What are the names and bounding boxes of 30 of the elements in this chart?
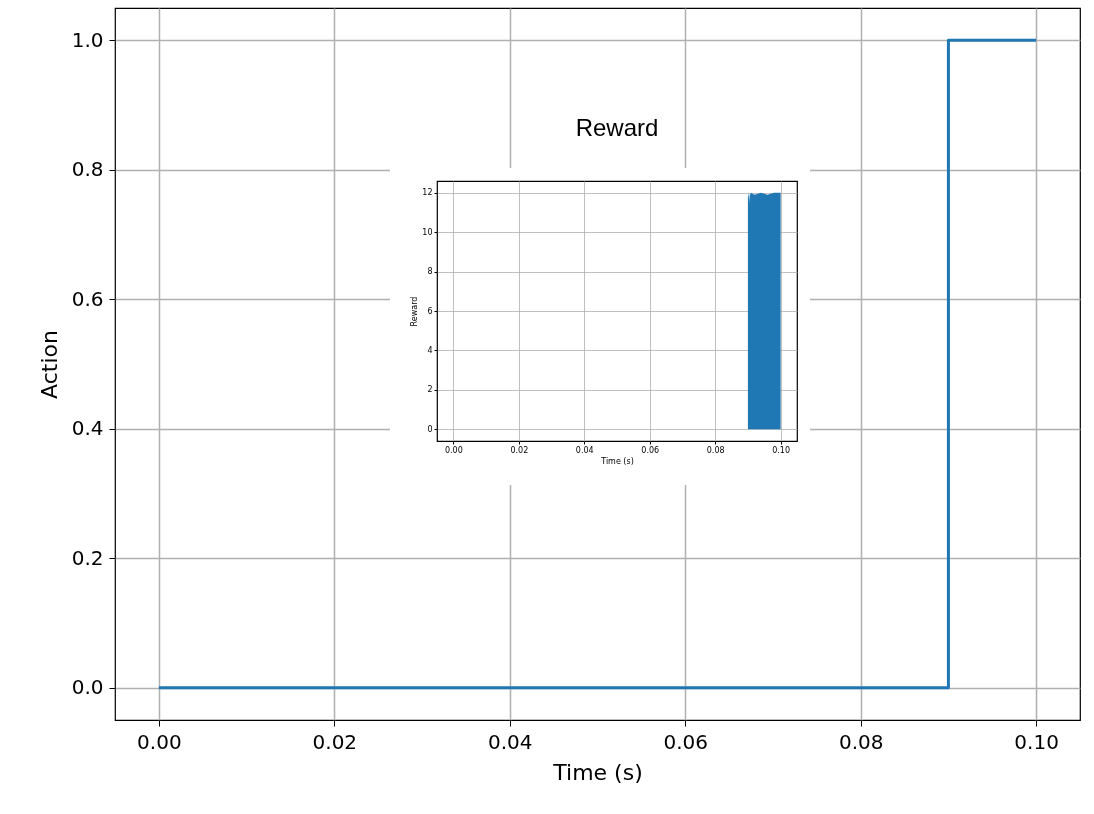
- x-tick-label: 0.04: [575, 445, 594, 455]
- y-tick-label: 4: [427, 345, 433, 355]
- x-tick-label: 0.00: [137, 729, 182, 754]
- y-tick-label: 10: [422, 227, 433, 237]
- y-axis-title: Action: [36, 330, 62, 399]
- x-axis-title: Time (s): [600, 456, 634, 466]
- x-tick-label: 0.06: [663, 729, 708, 754]
- x-tick-label: 0.04: [488, 729, 533, 754]
- x-tick-label: 0.10: [772, 445, 791, 455]
- x-tick-label: 0.02: [510, 445, 529, 455]
- x-tick-label: 0.00: [444, 445, 463, 455]
- x-tick-label: 0.06: [641, 445, 660, 455]
- chart-title: Reward: [575, 114, 659, 141]
- y-tick-label: 0.8: [71, 157, 104, 182]
- y-tick-label: 8: [427, 267, 433, 277]
- y-tick-label: 0.2: [71, 545, 104, 570]
- x-tick-label: 0.08: [838, 729, 884, 754]
- y-tick-label: 0: [427, 424, 433, 434]
- y-tick-label: 0.6: [71, 286, 104, 311]
- y-tick-label: 2: [427, 385, 433, 395]
- y-tick-label: 1.0: [71, 27, 104, 52]
- x-tick-label: 0.02: [312, 729, 358, 754]
- y-tick-label: 0.4: [71, 416, 104, 441]
- x-axis-title: Time (s): [552, 759, 643, 785]
- y-tick-label: 6: [427, 306, 433, 316]
- y-tick-label: 12: [422, 188, 433, 198]
- y-tick-label: 0.0: [71, 675, 104, 700]
- x-tick-label: 0.08: [706, 445, 725, 455]
- x-tick-label: 0.10: [1014, 729, 1059, 754]
- y-axis-title: Reward: [410, 296, 420, 327]
